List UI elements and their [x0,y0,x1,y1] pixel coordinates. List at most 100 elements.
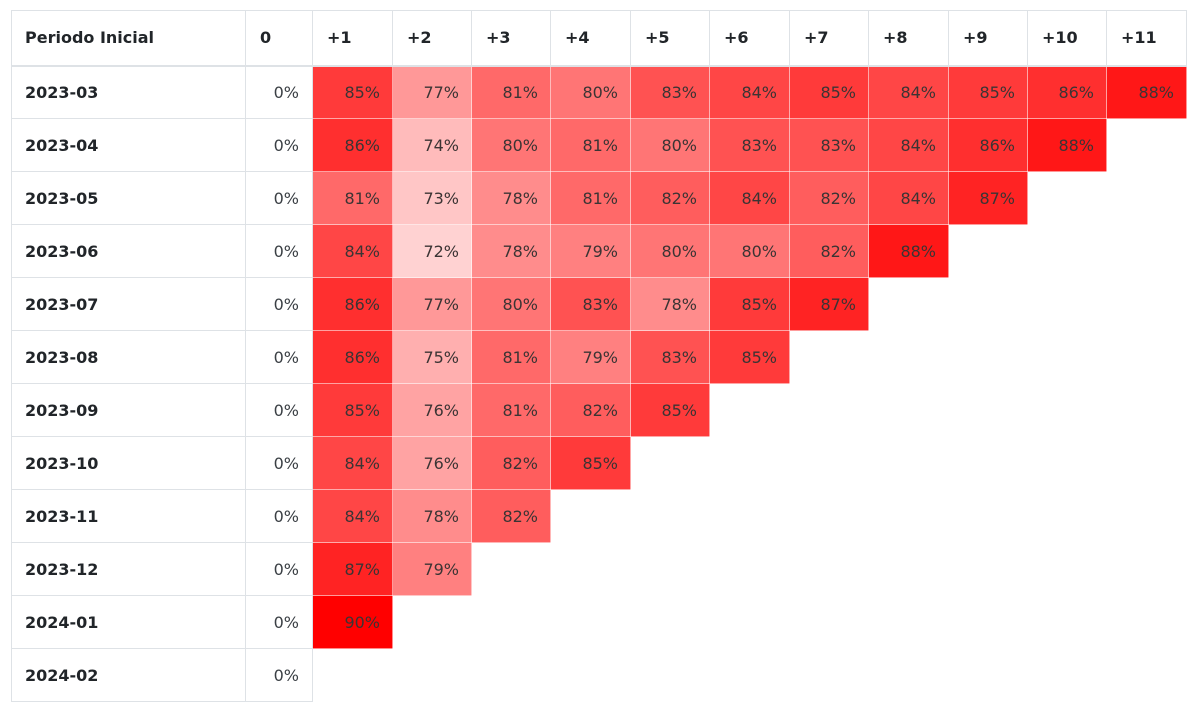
empty-cell [790,543,869,596]
empty-cell [631,543,710,596]
cohort-cell: 85% [709,277,790,331]
empty-cell [1107,596,1187,649]
empty-cell [790,384,869,437]
empty-cell [710,384,790,437]
empty-cell [313,649,393,702]
header-row: Periodo Inicial 0 +1 +2 +3 +4 +5 +6 +7 +8 +9 +10 +1… [11,10,1187,67]
empty-cell [790,649,869,702]
empty-cell [869,543,949,596]
table-row: 2023-04 0% 86% 74% 80% 81% 80% 83% 83% 84% 86% 88% [11,118,1187,172]
table-row: 2024-01 0% 90% [11,595,1187,649]
empty-cell [1107,278,1187,331]
table-row: 2023-07 0% 86% 77% 80% 83% 78% 85% 87% [11,277,1187,331]
empty-cell [472,543,551,596]
row-label: 2023-06 [11,224,246,278]
cohort-cell: 80% [630,118,710,172]
cohort-cell: 81% [312,171,393,225]
empty-cell [1107,225,1187,278]
cohort-cell-base: 0% [245,595,313,649]
cohort-cell: 85% [789,65,869,119]
cohort-cell: 90% [312,595,393,649]
empty-cell [1028,384,1107,437]
cohort-cell-base: 0% [245,330,313,384]
cohort-cell: 85% [312,383,393,437]
empty-cell [631,490,710,543]
cohort-cell: 84% [312,224,393,278]
cohort-cell-base: 0% [245,648,313,702]
empty-cell [790,490,869,543]
cohort-cell-base: 0% [245,436,313,490]
empty-cell [869,596,949,649]
row-label: 2023-07 [11,277,246,331]
cohort-cell: 77% [392,65,472,119]
cohort-cell: 85% [948,65,1028,119]
column-header: +8 [868,10,949,67]
cohort-cell: 87% [948,171,1028,225]
empty-cell [949,225,1028,278]
cohort-cell: 79% [392,542,472,596]
table-row: 2023-08 0% 86% 75% 81% 79% 83% 85% [11,330,1187,384]
cohort-cell: 72% [392,224,472,278]
table-row: 2023-05 0% 81% 73% 78% 81% 82% 84% 82% 84% 87% [11,171,1187,225]
row-label: 2024-01 [11,595,246,649]
empty-cell [949,331,1028,384]
row-label: 2023-08 [11,330,246,384]
cohort-cell: 82% [789,171,869,225]
cohort-retention-table: Periodo Inicial 0 +1 +2 +3 +4 +5 +6 +7 +8 +9 +10 +1… [11,10,1187,702]
cohort-cell: 86% [312,118,393,172]
empty-cell [710,649,790,702]
row-header-label: Periodo Inicial [11,10,246,67]
cohort-cell: 84% [868,118,949,172]
column-header: +1 [312,10,393,67]
empty-cell [949,384,1028,437]
empty-cell [869,384,949,437]
row-label: 2023-05 [11,171,246,225]
empty-cell [1107,384,1187,437]
column-header: +10 [1027,10,1107,67]
cohort-cell: 80% [709,224,790,278]
table-body: 2023-03 0% 85% 77% 81% 80% 83% 84% 85% 84% 85% 86% 8… [11,65,1187,702]
row-label: 2024-02 [11,648,246,702]
empty-cell [631,596,710,649]
cohort-cell: 84% [709,171,790,225]
cohort-cell-base: 0% [245,224,313,278]
cohort-cell: 87% [312,542,393,596]
empty-cell [869,331,949,384]
cohort-cell: 88% [1106,65,1187,119]
cohort-cell: 81% [471,383,551,437]
cohort-cell: 80% [630,224,710,278]
cohort-cell: 86% [948,118,1028,172]
cohort-cell: 85% [630,383,710,437]
cohort-cell: 78% [471,171,551,225]
empty-cell [869,437,949,490]
empty-cell [631,649,710,702]
cohort-cell: 81% [471,65,551,119]
row-label: 2023-09 [11,383,246,437]
row-label: 2023-12 [11,542,246,596]
cohort-cell-base: 0% [245,277,313,331]
cohort-cell: 84% [312,436,393,490]
cohort-cell: 76% [392,436,472,490]
empty-cell [1028,649,1107,702]
cohort-cell: 85% [550,436,631,490]
table-row: 2023-10 0% 84% 76% 82% 85% [11,436,1187,490]
column-header: +4 [550,10,631,67]
cohort-cell: 78% [392,489,472,543]
cohort-cell: 86% [1027,65,1107,119]
table-row: 2023-09 0% 85% 76% 81% 82% 85% [11,383,1187,437]
cohort-cell: 78% [630,277,710,331]
cohort-cell: 79% [550,330,631,384]
empty-cell [551,543,631,596]
cohort-cell-base: 0% [245,118,313,172]
column-header: +3 [471,10,551,67]
cohort-cell: 82% [630,171,710,225]
cohort-cell: 83% [789,118,869,172]
row-label: 2023-10 [11,436,246,490]
cohort-cell: 74% [392,118,472,172]
empty-cell [1028,543,1107,596]
empty-cell [949,649,1028,702]
empty-cell [1107,331,1187,384]
cohort-cell: 88% [868,224,949,278]
empty-cell [710,437,790,490]
empty-cell [1028,596,1107,649]
